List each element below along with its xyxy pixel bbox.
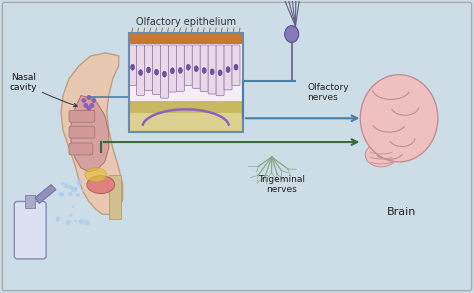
Ellipse shape (210, 69, 214, 75)
Circle shape (60, 193, 64, 197)
Circle shape (66, 220, 71, 225)
Ellipse shape (360, 75, 438, 162)
Circle shape (59, 192, 63, 196)
Circle shape (82, 189, 85, 192)
Circle shape (84, 220, 90, 225)
Ellipse shape (218, 70, 222, 76)
Ellipse shape (226, 67, 230, 73)
FancyBboxPatch shape (176, 45, 184, 91)
Polygon shape (61, 53, 123, 214)
FancyBboxPatch shape (168, 45, 176, 92)
FancyBboxPatch shape (224, 45, 232, 90)
FancyBboxPatch shape (208, 45, 216, 94)
Circle shape (86, 95, 91, 100)
Circle shape (83, 103, 88, 108)
FancyBboxPatch shape (153, 45, 161, 95)
FancyBboxPatch shape (161, 45, 168, 98)
Circle shape (64, 183, 68, 188)
Bar (109, 175, 121, 219)
Circle shape (61, 182, 64, 185)
FancyBboxPatch shape (14, 202, 46, 259)
Circle shape (72, 206, 74, 208)
Circle shape (68, 192, 73, 196)
Bar (128, 33, 243, 132)
Circle shape (74, 219, 77, 222)
Text: Olfactory epithelium: Olfactory epithelium (136, 17, 236, 27)
FancyBboxPatch shape (137, 45, 145, 96)
Circle shape (70, 214, 73, 217)
Bar (128, 33, 243, 44)
Text: Nasal
cavity: Nasal cavity (9, 73, 77, 107)
Ellipse shape (194, 66, 198, 72)
Circle shape (76, 180, 82, 185)
Ellipse shape (170, 68, 174, 74)
Circle shape (56, 216, 60, 221)
Circle shape (55, 219, 59, 222)
Ellipse shape (202, 67, 206, 74)
Bar (128, 33, 243, 132)
Ellipse shape (186, 64, 190, 70)
Circle shape (75, 188, 77, 190)
Text: Brain: Brain (387, 207, 417, 217)
Circle shape (90, 103, 94, 108)
FancyBboxPatch shape (216, 45, 224, 96)
FancyBboxPatch shape (69, 143, 93, 155)
Ellipse shape (285, 26, 299, 42)
Circle shape (68, 185, 73, 189)
FancyBboxPatch shape (145, 45, 153, 91)
Ellipse shape (163, 71, 166, 77)
Ellipse shape (178, 67, 182, 74)
FancyBboxPatch shape (128, 45, 137, 86)
Circle shape (71, 187, 77, 193)
FancyBboxPatch shape (69, 110, 95, 122)
Circle shape (86, 106, 91, 111)
Circle shape (74, 187, 77, 190)
FancyBboxPatch shape (69, 126, 95, 138)
Ellipse shape (146, 67, 151, 73)
Polygon shape (35, 185, 56, 203)
Bar (25, 195, 35, 208)
Circle shape (82, 98, 86, 103)
Bar (128, 113, 243, 132)
Ellipse shape (365, 143, 397, 167)
FancyBboxPatch shape (184, 45, 192, 86)
Bar (128, 44, 243, 101)
Bar (128, 101, 243, 113)
Circle shape (79, 219, 84, 224)
FancyBboxPatch shape (192, 45, 200, 88)
Circle shape (91, 98, 96, 103)
Ellipse shape (87, 176, 115, 194)
FancyBboxPatch shape (2, 2, 472, 291)
FancyBboxPatch shape (200, 45, 208, 91)
Ellipse shape (131, 64, 135, 70)
Text: Trigeminal
nerves: Trigeminal nerves (258, 175, 305, 194)
Circle shape (76, 193, 80, 197)
Polygon shape (71, 96, 109, 172)
FancyBboxPatch shape (232, 45, 240, 86)
Ellipse shape (155, 69, 158, 75)
Ellipse shape (234, 64, 238, 70)
Ellipse shape (85, 168, 107, 182)
Text: Olfactory
nerves: Olfactory nerves (308, 83, 349, 102)
Ellipse shape (138, 70, 143, 76)
